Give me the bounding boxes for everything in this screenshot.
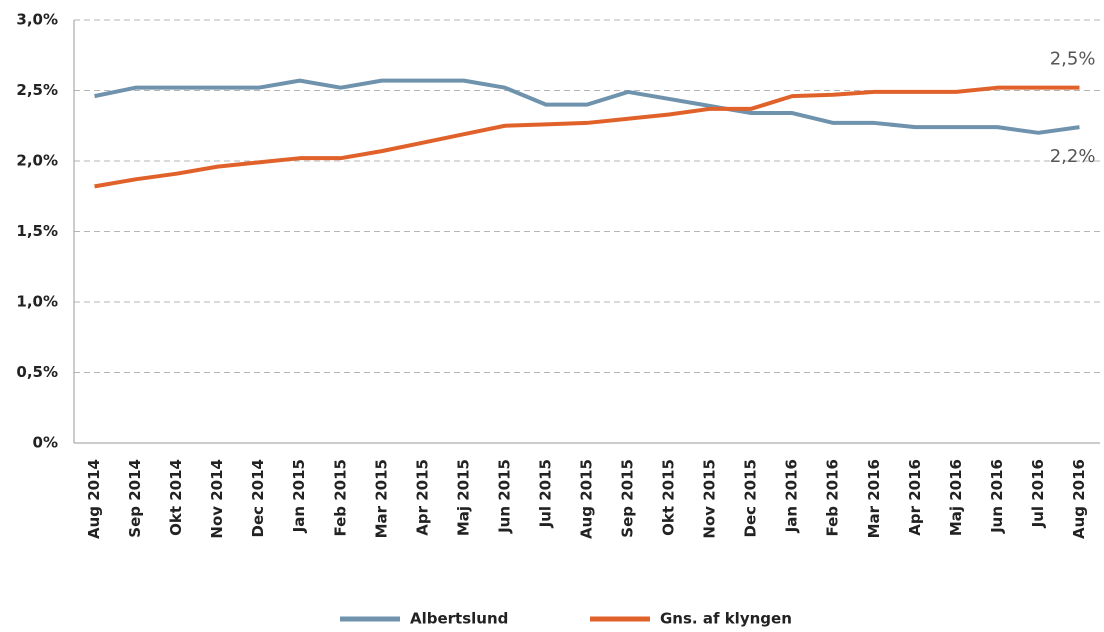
x-tick-label: Maj 2015 [454, 459, 472, 536]
x-tick-label: Okt 2015 [660, 459, 678, 536]
series-line [94, 78, 1080, 135]
x-tick-label: Apr 2016 [906, 459, 924, 536]
x-tick-label: Apr 2015 [413, 459, 431, 536]
x-tick-label: Sep 2014 [126, 459, 144, 538]
x-tick-label: Mar 2015 [372, 459, 390, 538]
x-tick-label: Okt 2014 [167, 459, 185, 536]
x-tick-label: Nov 2015 [701, 459, 719, 539]
x-tick-label: Jun 2015 [495, 459, 513, 534]
x-tick-label: Mar 2016 [865, 459, 883, 538]
value-label: 2,5% [1050, 49, 1096, 70]
x-tick-label: Jun 2016 [988, 459, 1006, 534]
x-tick-label: Aug 2016 [1070, 459, 1088, 539]
x-tick-label: Dec 2014 [249, 459, 267, 538]
y-tick-label: 1,0% [16, 293, 58, 311]
y-tick-label: 0% [33, 434, 58, 452]
x-tick-label: Maj 2016 [947, 459, 965, 536]
y-tick-label: 2,5% [16, 81, 58, 99]
x-tick-label: Feb 2015 [331, 459, 349, 537]
y-tick-label: 2,0% [16, 152, 58, 170]
y-tick-label: 0,5% [16, 363, 58, 381]
x-tick-label: Aug 2015 [578, 459, 596, 539]
legend-label: Gns. af klyngen [660, 610, 792, 628]
x-tick-label: Aug 2014 [85, 459, 103, 539]
y-tick-label: 1,5% [16, 222, 58, 240]
x-tick-label: Jul 2016 [1029, 459, 1047, 528]
x-tick-label: Jan 2016 [783, 459, 801, 533]
x-tick-label: Jul 2015 [536, 459, 554, 528]
x-tick-label: Dec 2015 [742, 459, 760, 538]
x-tick-label: Nov 2014 [208, 459, 226, 539]
value-label: 2,2% [1050, 146, 1096, 167]
series-line [94, 85, 1080, 189]
x-tick-label: Jan 2015 [290, 459, 308, 533]
x-tick-label: Feb 2016 [824, 459, 842, 537]
legend-label: Albertslund [410, 610, 508, 628]
y-tick-label: 3,0% [16, 11, 58, 29]
x-tick-label: Sep 2015 [619, 459, 637, 538]
